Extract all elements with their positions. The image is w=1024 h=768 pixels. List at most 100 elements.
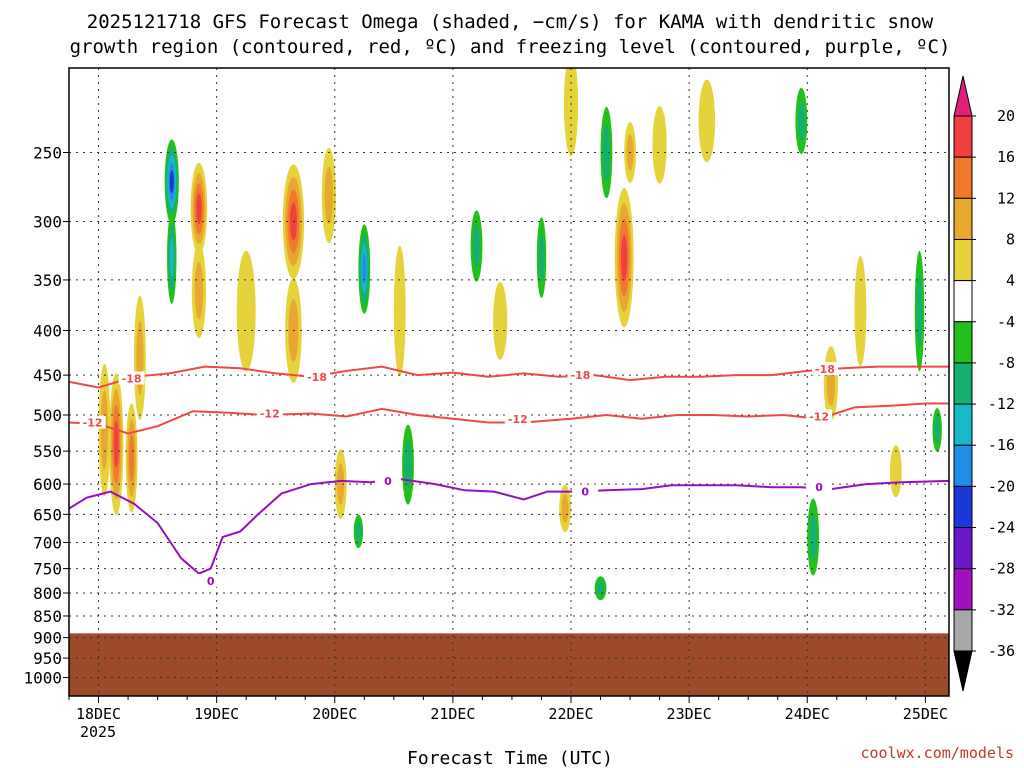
omega-blob-32-level-0	[889, 445, 902, 498]
omega-blob-6-level-3	[196, 193, 202, 225]
contour-label--18: -18	[122, 372, 142, 385]
contour-label-bg	[572, 484, 599, 498]
contour-label-bg	[504, 411, 531, 425]
colorbar-swatch	[953, 156, 973, 199]
colorbar-tick-label: -20	[988, 477, 1015, 495]
omega-blob-20-level-0	[563, 68, 579, 157]
colorbar-tick-label: -4	[997, 313, 1015, 331]
colorbar-swatch	[953, 568, 973, 611]
ground-fill	[69, 633, 949, 696]
colorbar-tick-label: -28	[988, 560, 1015, 578]
contour-label-bg	[79, 415, 106, 429]
colorbar-tick-label: -32	[988, 601, 1015, 619]
colorbar-top-arrow	[953, 75, 973, 117]
y-tick-label: 750	[33, 560, 62, 579]
chart-title-line-2: growth region (contoured, red, ºC) and f…	[70, 36, 951, 58]
contour-label-bg	[806, 480, 833, 494]
colorbar-tick-label: 12	[997, 189, 1015, 207]
colorbar-tick-label: -24	[988, 519, 1015, 537]
contours: -18 -18 -18 -18 -12 -12 -12 -12 0 0 0 0	[69, 362, 949, 588]
omega-blob-2-level-2	[129, 434, 135, 482]
omega-shading	[98, 68, 942, 601]
colorbar-tick-label: -8	[997, 354, 1015, 372]
plot-background	[69, 68, 949, 696]
y-tick-label: 650	[33, 505, 62, 524]
omega-blob-25-level-1	[597, 581, 605, 596]
contour-label-bg	[806, 409, 833, 423]
y-tick-label: 350	[33, 271, 62, 290]
contour-label--18: -18	[815, 363, 835, 376]
omega-blob-17-level-1	[472, 224, 481, 268]
contour-label-bg	[118, 371, 145, 385]
colorbar-swatch	[953, 444, 973, 487]
contour-label-bg	[304, 369, 331, 383]
colorbar-swatch	[953, 527, 973, 570]
y-axis: 250 300 350 400 450 500 550 600 650 700 750 800 850 9…	[23, 144, 69, 688]
colorbar-swatch	[953, 485, 973, 529]
plot-frame	[68, 67, 950, 697]
omega-blob-28-level-1	[797, 101, 805, 141]
contour-line-0	[69, 477, 949, 575]
omega-blob-26-level-0	[652, 106, 667, 184]
omega-blob-31-level-0	[854, 255, 867, 367]
colorbar-swatch	[953, 362, 973, 405]
omega-blob-21-level-3	[621, 234, 628, 281]
terrain-ground	[69, 633, 949, 696]
omega-blob-12-level-3	[362, 254, 367, 284]
contour-line--18	[69, 365, 949, 389]
y-tick-label: 1000	[23, 669, 62, 688]
omega-blob-5-level-2	[169, 237, 174, 278]
omega-blob-24-level-1	[561, 494, 569, 523]
omega-blob-33-level-1	[916, 274, 923, 348]
omega-blob-16-level-1	[355, 521, 362, 542]
colorbar-swatch	[953, 609, 973, 652]
y-tick-label: 400	[33, 322, 62, 341]
x-tick-label: 19DEC	[194, 705, 239, 723]
colorbar-swatch	[953, 321, 973, 364]
x-tick-label: 22DEC	[548, 705, 593, 723]
contour-label--12: -12	[260, 407, 280, 420]
y-tick-label: 450	[33, 366, 62, 385]
omega-blob-23-level-1	[602, 125, 610, 180]
omega-blob-15-level-1	[337, 463, 345, 505]
x-axis: 18DEC 19DEC 20DEC 21DEC 22DEC 23DEC 24DEC 25DEC	[68, 696, 948, 723]
omega-blob-11-level-1	[324, 166, 334, 224]
contour-label-bg	[811, 362, 838, 376]
contour-label--12: -12	[809, 411, 829, 424]
y-tick-label: 550	[33, 442, 62, 461]
contour-label--12: -12	[83, 417, 103, 430]
colorbar-tick-label: 16	[997, 148, 1015, 166]
credit-text[interactable]: coolwx.com/models	[860, 744, 1014, 762]
y-tick-label: 600	[33, 475, 62, 494]
omega-blob-19-level-1	[538, 233, 545, 282]
colorbar-tick-label: 8	[1006, 230, 1015, 248]
colorbar-tick-label: -12	[988, 395, 1015, 413]
colorbar-tick-label: -16	[988, 436, 1015, 454]
contour-label-0: 0	[384, 475, 392, 488]
x-tick-year: 2025	[80, 723, 116, 741]
omega-blob-18-level-0	[493, 281, 508, 360]
x-tick-label: 24DEC	[785, 705, 830, 723]
x-tick-label: 25DEC	[903, 705, 948, 723]
omega-blob-8-level-0	[236, 250, 256, 372]
y-tick-label: 250	[33, 144, 62, 163]
omega-blob-0-level-1	[100, 390, 108, 470]
x-tick-label: 23DEC	[667, 705, 712, 723]
y-tick-label: 850	[33, 607, 62, 626]
colorbar: 20 16 12 8 4 -4 -8 -12 -16 -20 -24 -28 -32 -36	[953, 75, 1015, 692]
x-axis-label: Forecast Time (UTC)	[407, 748, 613, 768]
contour-label-bg	[197, 573, 224, 587]
colorbar-swatch	[953, 115, 973, 158]
contour-label--18: -18	[571, 369, 591, 382]
omega-blob-4-level-4	[169, 170, 174, 194]
colorbar-tick-label: 20	[997, 107, 1015, 125]
x-tick-label: 18DEC	[76, 705, 121, 723]
omega-blob-13-level-0	[393, 245, 406, 377]
colorbar-tick-label: 4	[1006, 272, 1015, 290]
chart-title-line-1: 2025121718 GFS Forecast Omega (shaded, −…	[87, 11, 934, 33]
contour-label-bg	[374, 473, 401, 487]
omega-blob-34-level-1	[934, 416, 941, 443]
y-tick-label: 300	[33, 213, 62, 232]
contour-label-0: 0	[581, 486, 589, 499]
